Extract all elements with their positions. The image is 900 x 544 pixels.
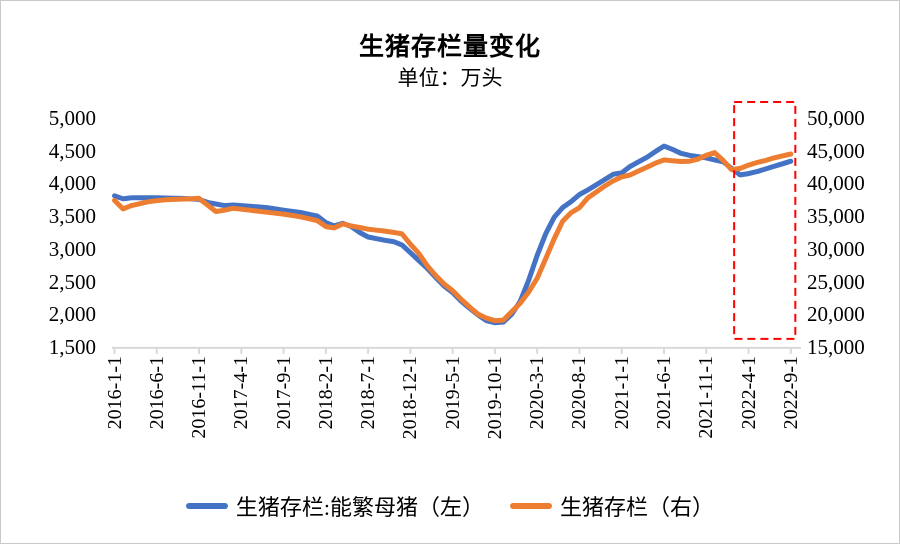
x-axis-label: 2019-10-1	[483, 355, 506, 440]
y-axis-label-left: 2,000	[48, 302, 96, 327]
x-axis-label: 2020-8-1	[568, 355, 591, 430]
x-axis-label: 2021-11-1	[695, 355, 718, 439]
y-axis-label-right: 25,000	[807, 269, 865, 294]
x-axis-label: 2018-7-1	[357, 355, 380, 430]
y-axis-label-left: 3,500	[48, 204, 96, 229]
legend: 生猪存栏:能繁母猪（左） 生猪存栏（右）	[1, 490, 899, 522]
x-axis-label: 2021-6-1	[653, 355, 675, 430]
y-axis-label-left: 3,000	[48, 236, 96, 261]
x-axis-label: 2017-9-1	[272, 355, 295, 430]
y-axis-label-right: 45,000	[807, 138, 865, 163]
legend-label-sows: 生猪存栏:能繁母猪（左）	[235, 495, 485, 520]
legend-item-pigs: 生猪存栏（右）	[510, 490, 714, 522]
chart-title: 生猪存栏量变化	[358, 34, 541, 61]
x-axis-label: 2022-9-1	[779, 355, 802, 430]
y-axis-label-left: 5,000	[48, 106, 96, 130]
x-axis-label: 2018-2-1	[314, 355, 337, 430]
x-axis-label: 2020-3-1	[526, 355, 549, 430]
chart-subtitle: 单位：万头	[397, 66, 503, 90]
y-axis-label-left: 2,500	[48, 269, 96, 294]
y-axis-label-left: 4,000	[48, 171, 96, 196]
y-axis-label-left: 1,500	[48, 334, 96, 359]
x-axis-label: 2016-6-1	[145, 355, 168, 430]
x-axis-label: 2018-12-1	[399, 355, 422, 440]
y-axis-label-right: 20,000	[807, 302, 865, 327]
x-axis-label: 2021-1-1	[610, 355, 633, 430]
y-axis-label-right: 35,000	[807, 204, 865, 229]
legend-item-sows: 生猪存栏:能繁母猪（左）	[185, 490, 485, 522]
y-axis-label-left: 4,500	[48, 138, 96, 163]
x-axis-label: 2016-11-1	[188, 355, 211, 439]
highlight-box	[733, 101, 797, 340]
x-axis-label: 2019-5-1	[441, 355, 464, 430]
x-axis-label: 2017-4-1	[230, 355, 253, 430]
y-axis-label-right: 15,000	[807, 334, 865, 359]
y-axis-label-right: 40,000	[807, 171, 865, 196]
x-axis-label: 2016-1-1	[103, 355, 126, 430]
series-line-pigs	[112, 150, 794, 324]
legend-swatch-pigs	[510, 503, 553, 509]
y-axis-label-right: 30,000	[807, 236, 865, 261]
y-axis-label-right: 50,000	[807, 106, 865, 130]
legend-swatch-sows	[185, 503, 228, 509]
legend-label-pigs: 生猪存栏（右）	[560, 495, 715, 520]
x-axis-label: 2022-4-1	[737, 355, 760, 430]
